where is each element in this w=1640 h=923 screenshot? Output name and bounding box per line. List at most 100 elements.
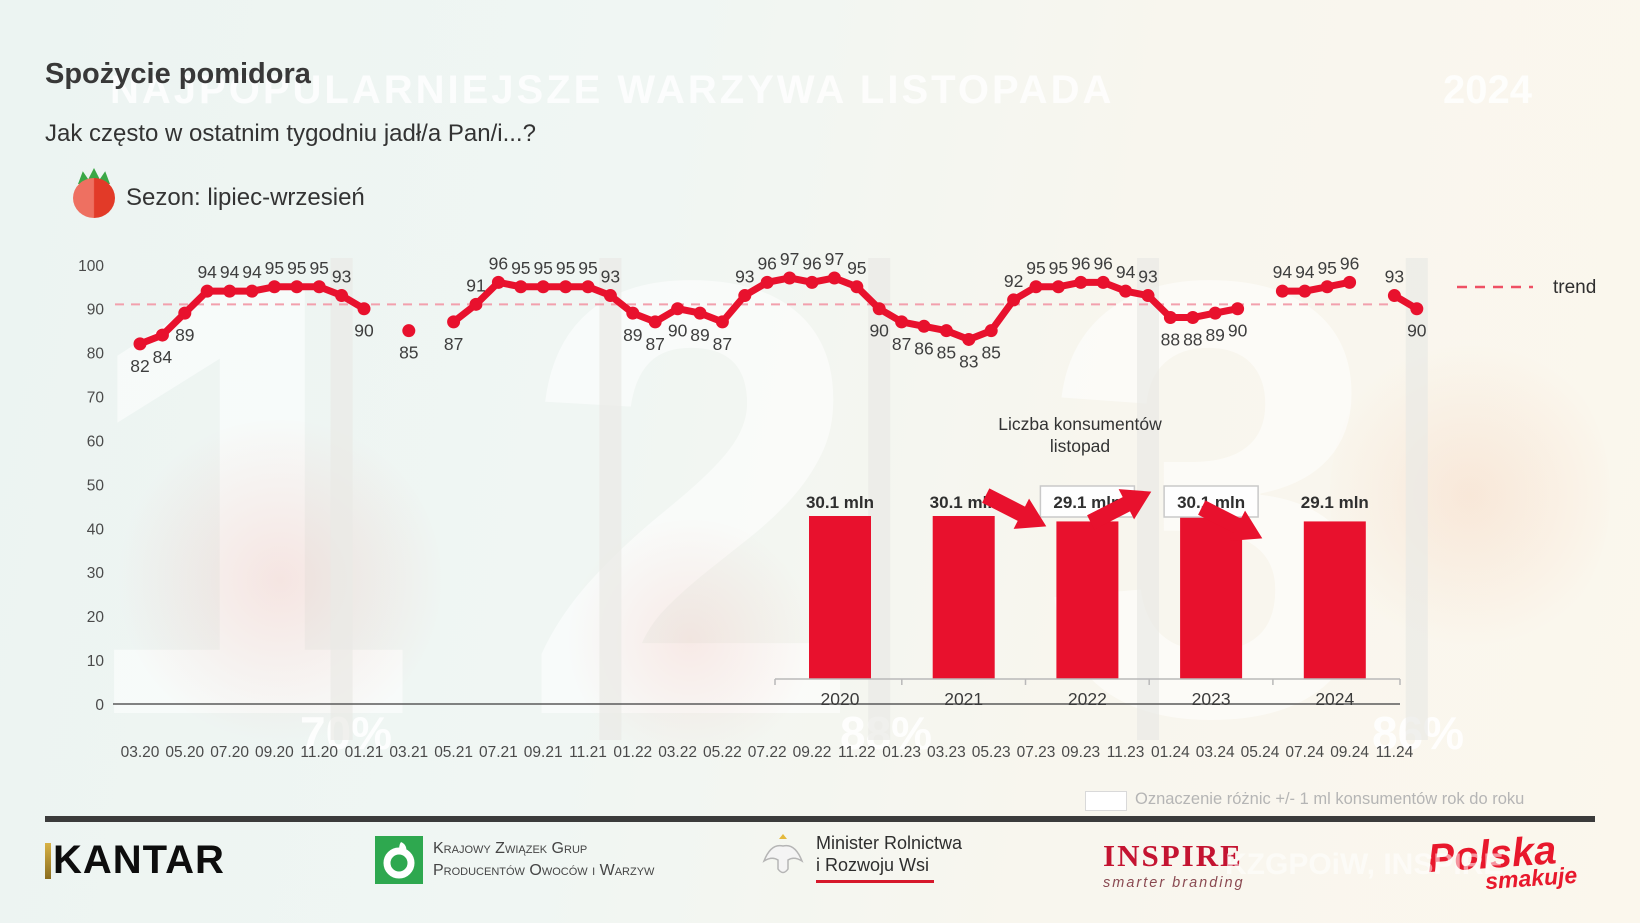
data-point bbox=[1343, 275, 1357, 289]
data-point-label: 82 bbox=[130, 356, 149, 376]
consumer-bar bbox=[1056, 521, 1119, 679]
y-axis-tick-label: 70 bbox=[87, 390, 105, 407]
difference-note-label: Oznaczenie różnic +/- 1 ml konsumentów r… bbox=[1135, 790, 1525, 808]
data-point bbox=[1275, 284, 1289, 298]
data-point-label: 88 bbox=[1183, 330, 1202, 350]
data-point-label: 97 bbox=[825, 249, 844, 269]
y-axis-tick-label: 30 bbox=[87, 565, 105, 582]
difference-marker-box bbox=[1085, 791, 1127, 811]
data-point-label: 96 bbox=[1093, 253, 1112, 273]
data-point-label: 95 bbox=[1049, 258, 1068, 278]
data-point-label: 89 bbox=[175, 325, 194, 345]
bar-value-label: 30.1 mln bbox=[806, 493, 874, 512]
y-axis-tick-label: 10 bbox=[87, 653, 105, 670]
x-axis-tick-label: 09.21 bbox=[524, 744, 563, 761]
y-axis-tick-label: 80 bbox=[87, 346, 105, 363]
data-point-label: 90 bbox=[354, 321, 374, 341]
data-point-label: 94 bbox=[197, 262, 217, 282]
data-point bbox=[200, 284, 214, 298]
tomato-icon bbox=[72, 168, 116, 218]
data-point bbox=[1051, 280, 1065, 294]
tomato-body-icon bbox=[73, 178, 115, 218]
ministry-logo: Minister Rolnictwa i Rozwoju Wsi bbox=[760, 833, 963, 884]
data-point bbox=[290, 280, 304, 294]
data-point bbox=[805, 275, 819, 289]
year-change-arrow-down-right bbox=[1198, 500, 1263, 541]
page-title: Spożycie pomidora bbox=[45, 58, 311, 90]
data-point bbox=[850, 280, 864, 294]
data-point-label: 92 bbox=[1004, 271, 1023, 291]
data-point-label: 95 bbox=[309, 258, 328, 278]
data-point-label: 95 bbox=[533, 258, 552, 278]
data-point bbox=[536, 280, 550, 294]
data-point-label: 94 bbox=[242, 262, 262, 282]
data-point-label: 89 bbox=[1205, 325, 1224, 345]
bar-value-label: 29.1 mln bbox=[1301, 493, 1369, 512]
trend-legend-label: trend bbox=[1553, 277, 1596, 298]
bar-chart-title: Liczba konsumentów bbox=[998, 414, 1162, 434]
vegetable-ghost-image bbox=[1330, 330, 1610, 660]
data-point bbox=[783, 271, 797, 285]
x-axis-tick-label: 05.23 bbox=[972, 744, 1011, 761]
y-axis-tick-label: 60 bbox=[87, 433, 105, 450]
x-axis-tick-label: 09.22 bbox=[793, 744, 832, 761]
bar-year-label: 2024 bbox=[1315, 689, 1354, 709]
data-point bbox=[267, 280, 281, 294]
data-point-label: 90 bbox=[869, 321, 889, 341]
data-point bbox=[469, 297, 483, 311]
data-point-label: 95 bbox=[511, 258, 530, 278]
data-point-label: 96 bbox=[757, 253, 776, 273]
data-point bbox=[872, 302, 886, 316]
data-point-label: 97 bbox=[780, 249, 799, 269]
data-point-label: 87 bbox=[892, 334, 911, 354]
watermark-headline: NAJPOPULARNIEJSZE WARZYWA LISTOPADA bbox=[110, 68, 1115, 112]
consumer-bar bbox=[809, 516, 871, 679]
data-point bbox=[1231, 302, 1245, 316]
data-point bbox=[603, 289, 617, 303]
data-point bbox=[1141, 289, 1155, 303]
x-axis-tick-label: 07.22 bbox=[748, 744, 787, 761]
x-axis-tick-label: 05.20 bbox=[165, 744, 204, 761]
data-point-label: 93 bbox=[1385, 267, 1404, 287]
bar-year-label: 2022 bbox=[1068, 689, 1107, 709]
data-point-label: 96 bbox=[802, 253, 821, 273]
data-point bbox=[671, 302, 685, 316]
data-point bbox=[178, 306, 192, 320]
data-point bbox=[715, 315, 729, 329]
bar-year-label: 2020 bbox=[821, 689, 860, 709]
data-point bbox=[402, 324, 416, 338]
x-axis-tick-label: 03.20 bbox=[121, 744, 160, 761]
consumer-bar bbox=[1180, 516, 1243, 679]
x-axis-tick-label: 01.21 bbox=[345, 744, 384, 761]
data-point bbox=[693, 306, 707, 320]
november-band bbox=[1405, 258, 1428, 740]
x-axis-tick-label: 09.24 bbox=[1330, 744, 1369, 761]
data-point-label: 87 bbox=[444, 334, 463, 354]
data-point bbox=[223, 284, 237, 298]
data-point-label: 96 bbox=[1340, 253, 1359, 273]
data-point bbox=[1029, 280, 1043, 294]
y-axis-tick-label: 0 bbox=[95, 697, 104, 714]
x-axis-tick-label: 11.23 bbox=[1107, 744, 1145, 761]
data-point-label: 93 bbox=[735, 267, 754, 287]
watermark-footer-text: KZGPOiW, INSPIRE bbox=[1225, 848, 1504, 881]
november-band bbox=[599, 258, 622, 740]
x-axis-tick-label: 07.24 bbox=[1285, 744, 1324, 761]
footer-divider bbox=[45, 816, 1595, 822]
ministry-name-line1: Minister Rolnictwa bbox=[816, 833, 963, 853]
data-point bbox=[312, 280, 326, 294]
inspire-tagline: smarter branding bbox=[1103, 875, 1245, 891]
data-point bbox=[1096, 275, 1110, 289]
data-point-label: 93 bbox=[332, 267, 351, 287]
data-point-label: 90 bbox=[668, 321, 688, 341]
eagle-emblem-icon bbox=[762, 834, 804, 874]
data-point bbox=[1320, 280, 1334, 294]
data-point bbox=[1074, 275, 1088, 289]
x-axis-tick-label: 07.21 bbox=[479, 744, 518, 761]
november-band bbox=[330, 258, 353, 740]
x-axis-tick-label: 05.24 bbox=[1241, 744, 1280, 761]
consumer-bar bbox=[1303, 521, 1366, 679]
data-point-label: 85 bbox=[399, 343, 418, 363]
data-point-label: 96 bbox=[1071, 253, 1090, 273]
